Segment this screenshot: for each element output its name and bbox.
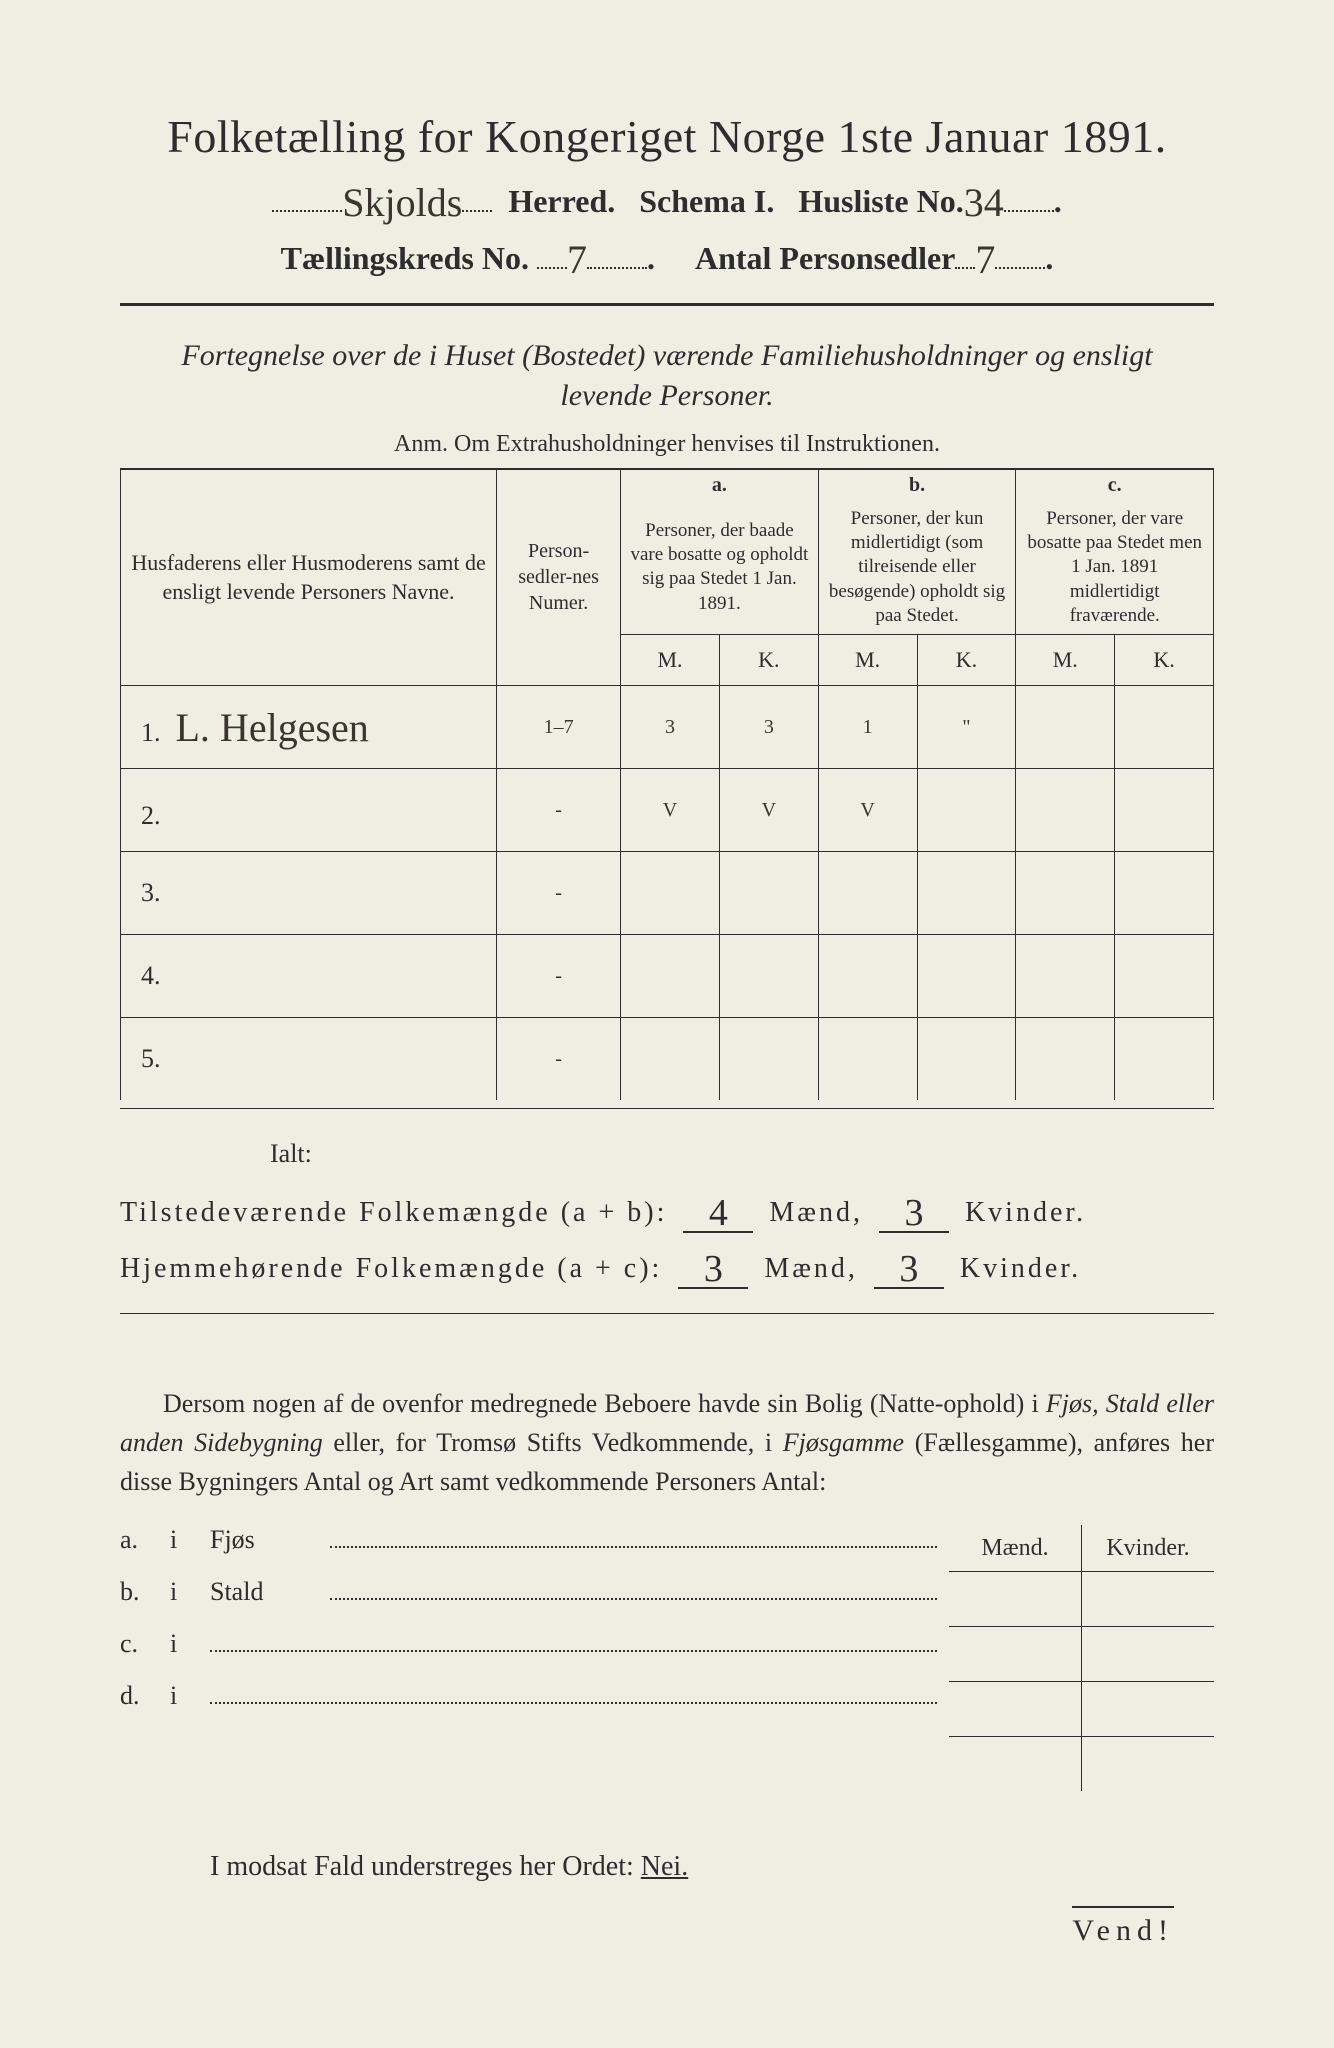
col-c-letter: c. bbox=[1016, 469, 1214, 501]
table-row: 3. - bbox=[121, 852, 1214, 935]
header-line-kreds: Tællingskreds No. 7. Antal Personsedler7… bbox=[120, 238, 1214, 277]
census-table: Husfaderens eller Husmoderens samt de en… bbox=[120, 469, 1214, 1101]
row-name-cell: 4. bbox=[121, 935, 497, 1018]
row-pnum: - bbox=[497, 1018, 621, 1101]
cell-cK bbox=[1115, 686, 1214, 769]
dotfill-antal bbox=[995, 238, 1045, 269]
list-item: c. i bbox=[120, 1629, 949, 1681]
side-building-mk-table: Mænd. Kvinder. bbox=[949, 1525, 1214, 1791]
maend-label: Mænd, bbox=[769, 1197, 863, 1228]
vend-label: Vend! bbox=[1072, 1906, 1174, 1948]
table-row: 4. - bbox=[121, 935, 1214, 1018]
cell-bM: V bbox=[818, 769, 917, 852]
husliste-label: Husliste No. bbox=[798, 183, 963, 219]
side-building-list: a. i Fjøs b. i Stald c. i d. i bbox=[120, 1525, 949, 1791]
sum-present: Tilstedeværende Folkemængde (a + b): 4 M… bbox=[120, 1187, 1214, 1233]
kreds-value: 7 bbox=[567, 248, 587, 272]
col-b-k: K. bbox=[917, 635, 1016, 686]
col-pnum-header: Person-sedler-nes Numer. bbox=[497, 469, 621, 686]
dotfill bbox=[210, 1681, 937, 1704]
sum-present-k: 3 bbox=[879, 1187, 949, 1233]
cell-aK: V bbox=[719, 769, 818, 852]
list-item: d. i bbox=[120, 1681, 949, 1733]
dotfill-husliste bbox=[1004, 181, 1054, 212]
sum-resident: Hjemmehørende Folkemængde (a + c): 3 Mæn… bbox=[120, 1243, 1214, 1289]
table-bottom-rule bbox=[120, 1108, 1214, 1109]
mk2-maend-header: Mænd. bbox=[949, 1525, 1082, 1572]
col-a-letter: a. bbox=[621, 469, 819, 501]
dotfill-kreds bbox=[587, 238, 647, 269]
dotfill-pre bbox=[272, 181, 342, 212]
antal-value: 7 bbox=[975, 248, 995, 272]
row-name-cell: 2. bbox=[121, 769, 497, 852]
table-row: 2. - V V V bbox=[121, 769, 1214, 852]
col-c-desc: Personer, der vare bosatte paa Stedet me… bbox=[1016, 501, 1214, 635]
cell-cK bbox=[1115, 769, 1214, 852]
side-building-section: a. i Fjøs b. i Stald c. i d. i bbox=[120, 1525, 1214, 1791]
page-title: Folketælling for Kongeriget Norge 1ste J… bbox=[120, 110, 1214, 163]
divider-thin bbox=[120, 1313, 1214, 1314]
cell-bK: " bbox=[917, 686, 1016, 769]
col-b-letter: b. bbox=[818, 469, 1016, 501]
col-a-k: K. bbox=[719, 635, 818, 686]
col-names-header: Husfaderens eller Husmoderens samt de en… bbox=[121, 469, 497, 686]
col-b-m: M. bbox=[818, 635, 917, 686]
col-c-m: M. bbox=[1016, 635, 1115, 686]
cell-aM: V bbox=[621, 769, 720, 852]
census-form-page: Folketælling for Kongeriget Norge 1ste J… bbox=[0, 0, 1334, 2048]
cell-aK: 3 bbox=[719, 686, 818, 769]
col-b-desc: Personer, der kun midlertidigt (som tilr… bbox=[818, 501, 1016, 635]
dotfill-post bbox=[462, 181, 492, 212]
maend-label: Mænd, bbox=[764, 1253, 858, 1284]
mk2-kvinder-header: Kvinder. bbox=[1082, 1525, 1215, 1572]
sum-resident-m: 3 bbox=[678, 1243, 748, 1289]
nei-line: I modsat Fald understreges her Ordet: Ne… bbox=[210, 1851, 1214, 1883]
antal-label: Antal Personsedler bbox=[695, 240, 955, 276]
row-pnum: - bbox=[497, 935, 621, 1018]
row-name-cell: 1. L. Helgesen bbox=[121, 686, 497, 769]
cell-bM: 1 bbox=[818, 686, 917, 769]
row-pnum: - bbox=[497, 852, 621, 935]
dotfill bbox=[330, 1577, 937, 1600]
row-pnum: 1–7 bbox=[497, 686, 621, 769]
divider-heavy bbox=[120, 303, 1214, 306]
husliste-value: 34 bbox=[964, 191, 1004, 215]
intro-text: Fortegnelse over de i Huset (Bostedet) v… bbox=[160, 336, 1174, 417]
sum-present-label: Tilstedeværende Folkemængde (a + b): bbox=[120, 1197, 667, 1228]
dotfill bbox=[330, 1525, 937, 1548]
herred-label: Herred. bbox=[508, 183, 615, 219]
header-line-herred: Skjolds Herred. Schema I. Husliste No.34… bbox=[120, 181, 1214, 220]
herred-value: Skjolds bbox=[342, 191, 462, 215]
sum-resident-label: Hjemmehørende Folkemængde (a + c): bbox=[120, 1253, 662, 1284]
col-a-desc: Personer, der baade vare bosatte og opho… bbox=[621, 501, 819, 635]
table-row: 5. - bbox=[121, 1018, 1214, 1101]
sum-resident-k: 3 bbox=[874, 1243, 944, 1289]
kvinder-label: Kvinder. bbox=[965, 1197, 1086, 1228]
table-row: 1. L. Helgesen 1–7 3 3 1 " bbox=[121, 686, 1214, 769]
kvinder-label: Kvinder. bbox=[960, 1253, 1081, 1284]
nei-word: Nei. bbox=[641, 1851, 688, 1882]
schema-label: Schema I. bbox=[639, 183, 774, 219]
list-item: a. i Fjøs bbox=[120, 1525, 949, 1577]
cell-bK bbox=[917, 769, 1016, 852]
col-c-k: K. bbox=[1115, 635, 1214, 686]
cell-cM bbox=[1016, 686, 1115, 769]
table-header-abc: Husfaderens eller Husmoderens samt de en… bbox=[121, 469, 1214, 501]
row-name-cell: 5. bbox=[121, 1018, 497, 1101]
row-name-cell: 3. bbox=[121, 852, 497, 935]
anm-text: Anm. Om Extrahusholdninger henvises til … bbox=[120, 431, 1214, 458]
dotfill bbox=[210, 1629, 937, 1652]
cell-aM: 3 bbox=[621, 686, 720, 769]
kreds-label: Tællingskreds No. bbox=[281, 240, 529, 276]
sum-present-m: 4 bbox=[683, 1187, 753, 1233]
side-building-paragraph: Dersom nogen af de ovenfor medregnede Be… bbox=[120, 1384, 1214, 1501]
col-a-m: M. bbox=[621, 635, 720, 686]
ialt-label: Ialt: bbox=[270, 1139, 1214, 1169]
list-item: b. i Stald bbox=[120, 1577, 949, 1629]
row-pnum: - bbox=[497, 769, 621, 852]
cell-cM bbox=[1016, 769, 1115, 852]
